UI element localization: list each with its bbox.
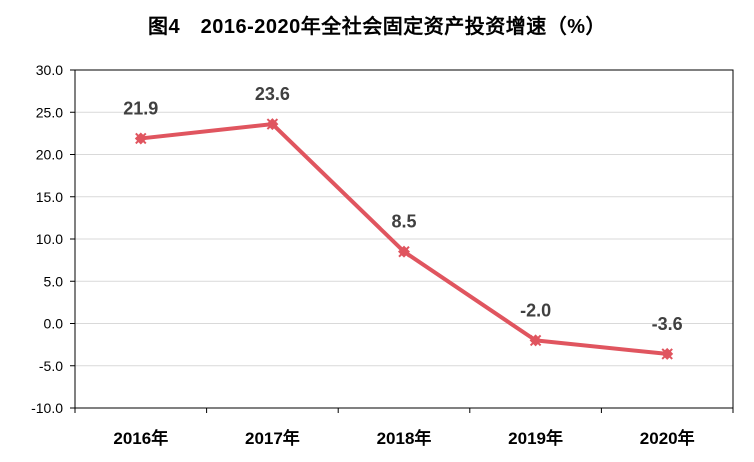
- data-labels: 21.9 23.6 8.5 -2.0 -3.6: [123, 84, 682, 334]
- y-axis-ticks: -10.0 -5.0 0.0 5.0 10.0 15.0 20.0 25.0 30.0: [31, 62, 75, 416]
- y-tick-label: 5.0: [44, 273, 64, 289]
- x-tick-label: 2020年: [640, 428, 695, 448]
- x-tick-label: 2016年: [113, 428, 168, 448]
- y-tick-label: -5.0: [39, 358, 63, 374]
- data-label: 23.6: [255, 84, 290, 104]
- y-tick-label: 0.0: [44, 316, 64, 332]
- data-label: -2.0: [520, 300, 551, 320]
- y-tick-label: 15.0: [36, 189, 63, 205]
- y-tick-label: -10.0: [31, 400, 63, 416]
- data-point-cross: [135, 132, 147, 145]
- plot-area-frame: [74, 69, 734, 409]
- y-tick-label: 30.0: [36, 62, 63, 78]
- grid-lines: [75, 111, 733, 367]
- data-point-cross: [661, 348, 673, 360]
- y-tick-label: 25.0: [36, 104, 63, 120]
- y-tick-label: 20.0: [36, 147, 63, 163]
- chart-title: 图4 2016-2020年全社会固定资产投资增速（%）: [147, 16, 607, 38]
- x-tick-label: 2018年: [377, 428, 432, 448]
- x-tick-label: 2017年: [245, 428, 300, 448]
- y-tick-label: 10.0: [36, 231, 63, 247]
- x-tick-label: 2019年: [508, 428, 563, 448]
- series-points: [134, 118, 674, 360]
- data-point-cross: [266, 118, 279, 130]
- data-label: 21.9: [123, 98, 158, 118]
- data-label: 8.5: [391, 212, 416, 232]
- data-label: -3.6: [652, 314, 683, 334]
- data-point-cross: [529, 334, 542, 347]
- x-axis-ticks: 2016年 2017年 2018年 2019年 2020年: [74, 408, 734, 448]
- data-point-cross: [398, 245, 410, 258]
